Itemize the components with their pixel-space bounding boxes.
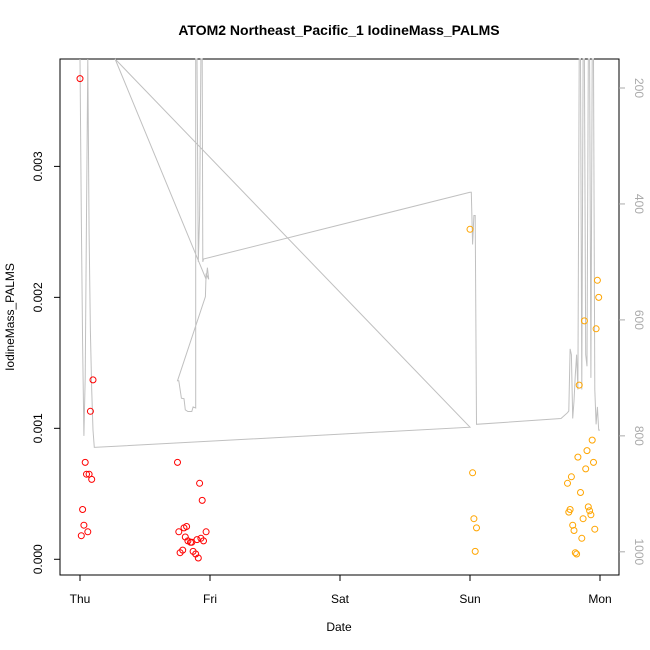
data-point xyxy=(580,317,588,325)
right-tick-label: 600 xyxy=(632,310,646,330)
data-point xyxy=(592,325,600,333)
data-point xyxy=(84,528,92,536)
altitude-series xyxy=(79,58,600,448)
data-point xyxy=(579,515,587,523)
data-point xyxy=(175,528,183,536)
data-point xyxy=(574,453,582,461)
data-point xyxy=(79,506,87,513)
data-point xyxy=(578,534,586,542)
right-tick-label: 200 xyxy=(632,78,646,98)
data-point xyxy=(83,470,90,478)
altitude-line xyxy=(79,58,600,448)
right-axis: 200 400 600 800 1000 xyxy=(619,78,646,565)
data-point xyxy=(577,489,584,496)
data-point xyxy=(570,527,578,534)
data-point xyxy=(591,525,599,533)
data-point xyxy=(88,475,96,483)
data-point xyxy=(470,515,478,523)
data-point xyxy=(587,511,595,519)
data-point xyxy=(566,506,574,513)
x-axis-label: Date xyxy=(326,620,352,634)
data-point xyxy=(174,458,181,466)
chart-title: ATOM2 Northeast_Pacific_1 IodineMass_PAL… xyxy=(178,22,499,38)
data-point xyxy=(564,479,571,487)
x-tick-label: Thu xyxy=(70,592,91,606)
data-point xyxy=(595,293,603,301)
data-point xyxy=(573,550,581,558)
right-tick-label: 400 xyxy=(632,194,646,214)
right-tick-label: 800 xyxy=(632,426,646,446)
right-tick-label: 1000 xyxy=(632,538,646,565)
data-point xyxy=(567,473,575,481)
data-point xyxy=(586,507,594,515)
x-tick-label: Sat xyxy=(331,592,350,606)
data-point xyxy=(466,225,474,233)
data-point xyxy=(571,549,579,557)
data-point xyxy=(471,547,479,555)
data-point xyxy=(193,536,201,544)
y-tick-label: 0.003 xyxy=(31,151,45,181)
data-point xyxy=(183,523,191,530)
data-point xyxy=(179,546,187,554)
data-point xyxy=(583,447,591,455)
data-point xyxy=(469,469,477,477)
y-tick-label: 0.001 xyxy=(31,413,45,443)
y-axis: 0.000 0.001 0.002 0.003 xyxy=(31,151,60,574)
x-axis: Thu Fri Sat Sun Mon xyxy=(70,574,612,606)
data-point xyxy=(198,496,206,504)
data-point xyxy=(196,479,204,487)
data-point xyxy=(89,376,97,384)
y-tick-label: 0.002 xyxy=(31,282,45,312)
data-point xyxy=(81,458,89,466)
data-point xyxy=(194,554,202,562)
data-points xyxy=(76,75,603,562)
data-point xyxy=(593,276,601,284)
data-point xyxy=(200,537,207,545)
y-axis-label: IodineMass_PALMS xyxy=(3,263,17,371)
x-tick-label: Fri xyxy=(203,592,217,606)
data-point xyxy=(86,407,94,415)
data-point xyxy=(77,532,85,540)
x-tick-label: Mon xyxy=(588,592,611,606)
plot-frame xyxy=(59,58,620,576)
data-point xyxy=(588,436,596,444)
data-point xyxy=(575,381,583,389)
data-point xyxy=(590,458,597,466)
data-point xyxy=(584,503,592,511)
data-point xyxy=(76,75,84,83)
data-point xyxy=(473,524,480,532)
data-point xyxy=(202,528,210,536)
data-point xyxy=(582,465,590,473)
data-point xyxy=(80,521,88,529)
y-tick-label: 0.000 xyxy=(31,544,45,574)
x-tick-label: Sun xyxy=(459,592,480,606)
